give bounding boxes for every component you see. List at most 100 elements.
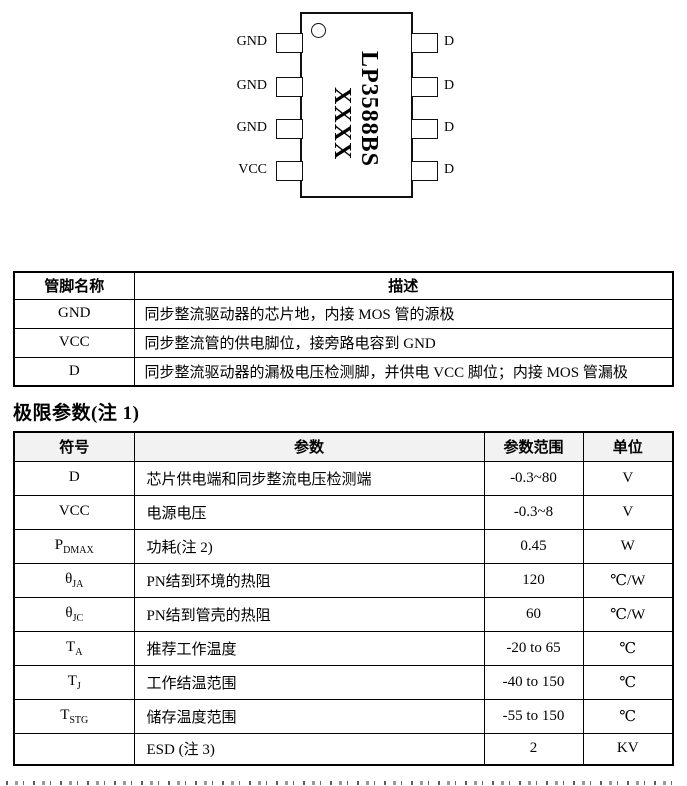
pin-label-d-2: D — [444, 78, 455, 93]
col-header-unit: 单位 — [582, 431, 674, 462]
range-cell: -20 to 65 — [483, 630, 584, 666]
pin-pad-right-2 — [411, 77, 438, 97]
unit-cell: V — [582, 460, 674, 496]
symbol-main: θ — [65, 604, 73, 621]
range-cell: 2 — [483, 732, 584, 766]
pin-description-table: 管脚名称 描述 GND 同步整流驱动器的芯片地，内接 MOS 管的源极 VCC … — [13, 271, 674, 387]
range-cell: -0.3~80 — [483, 460, 584, 496]
symbol-main: θ — [65, 570, 73, 587]
pin-pad-right-3 — [411, 119, 438, 139]
symbol-cell: D — [13, 460, 135, 496]
unit-cell: V — [582, 494, 674, 530]
symbol-cell — [13, 732, 135, 766]
col-header-range: 参数范围 — [483, 431, 584, 462]
symbol-sub: JA — [72, 578, 84, 590]
clipped-footnote-line — [6, 781, 681, 785]
table-row: D 芯片供电端和同步整流电压检测端 -0.3~80 V — [13, 460, 674, 496]
symbol-main: T — [67, 672, 77, 689]
pin-name-cell: VCC — [13, 327, 135, 358]
pin1-indicator-dot — [311, 23, 326, 38]
pin-label-d-4: D — [444, 162, 455, 177]
table-row: PDMAX 功耗(注 2) 0.45 W — [13, 528, 674, 564]
symbol-cell: TSTG — [13, 698, 135, 734]
pin-name-cell: GND — [13, 298, 135, 329]
table-row: GND 同步整流驱动器的芯片地，内接 MOS 管的源极 — [13, 298, 674, 329]
parameter-cell: 功耗(注 2) — [133, 528, 485, 564]
table-row: TA 推荐工作温度 -20 to 65 ℃ — [13, 630, 674, 666]
parameter-cell: 电源电压 — [133, 494, 485, 530]
range-cell: -0.3~8 — [483, 494, 584, 530]
table-header-row: 符号 参数 参数范围 单位 — [13, 431, 674, 462]
symbol-sub: DMAX — [63, 544, 94, 556]
table-row: TSTG 储存温度范围 -55 to 150 ℃ — [13, 698, 674, 734]
pin-label-gnd-2: GND — [236, 78, 267, 93]
unit-cell: ℃/W — [582, 596, 674, 632]
parameter-cell: 芯片供电端和同步整流电压检测端 — [133, 460, 485, 496]
section-title: 极限参数(注 1) — [13, 403, 140, 424]
table-row: θJA PN结到环境的热阻 120 ℃/W — [13, 562, 674, 598]
pin-pad-right-1 — [411, 33, 438, 53]
col-header-symbol: 符号 — [13, 431, 135, 462]
pin-label-vcc: VCC — [238, 162, 267, 177]
symbol-sub: J — [76, 680, 81, 692]
parameter-cell: PN结到环境的热阻 — [133, 562, 485, 598]
pin-label-d-3: D — [444, 120, 455, 135]
symbol-cell: TJ — [13, 664, 135, 700]
symbol-main: D — [68, 468, 80, 485]
symbol-main: VCC — [58, 502, 90, 519]
symbol-cell: PDMAX — [13, 528, 135, 564]
pin-pad-left-4 — [276, 161, 303, 181]
pin-pad-left-2 — [276, 77, 303, 97]
table-row: D 同步整流驱动器的漏极电压检测脚，并供电 VCC 脚位；内接 MOS 管漏极 — [13, 356, 674, 387]
table-row: θJC PN结到管壳的热阻 60 ℃/W — [13, 596, 674, 632]
parameter-cell: ESD (注 3) — [133, 732, 485, 766]
pin-desc-cell: 同步整流驱动器的漏极电压检测脚，并供电 VCC 脚位；内接 MOS 管漏极 — [133, 356, 674, 387]
pin-label-gnd-1: GND — [236, 34, 267, 49]
parameter-cell: 储存温度范围 — [133, 698, 485, 734]
parameter-cell: PN结到管壳的热阻 — [133, 596, 485, 632]
symbol-sub: STG — [69, 714, 89, 726]
unit-cell: ℃ — [582, 664, 674, 700]
pin-label-gnd-3: GND — [236, 120, 267, 135]
symbol-cell: θJA — [13, 562, 135, 598]
symbol-cell: TA — [13, 630, 135, 666]
pin-label-d-1: D — [444, 34, 455, 49]
range-cell: 0.45 — [483, 528, 584, 564]
pin-desc-cell: 同步整流驱动器的芯片地，内接 MOS 管的源极 — [133, 298, 674, 329]
table-row: ESD (注 3) 2 KV — [13, 732, 674, 766]
table-header-row: 管脚名称 描述 — [13, 271, 674, 300]
symbol-cell: VCC — [13, 494, 135, 530]
symbol-main: T — [60, 706, 70, 723]
unit-cell: W — [582, 528, 674, 564]
pin-pad-left-3 — [276, 119, 303, 139]
parameter-cell: 工作结温范围 — [133, 664, 485, 700]
range-cell: 120 — [483, 562, 584, 598]
symbol-sub: A — [75, 646, 83, 658]
range-cell: 60 — [483, 596, 584, 632]
symbol-sub: JC — [72, 612, 84, 624]
unit-cell: ℃/W — [582, 562, 674, 598]
unit-cell: ℃ — [582, 698, 674, 734]
table-row: TJ 工作结温范围 -40 to 150 ℃ — [13, 664, 674, 700]
col-header-description: 描述 — [133, 271, 674, 300]
chip-lot-code: XXXX — [329, 87, 355, 161]
symbol-cell: θJC — [13, 596, 135, 632]
col-header-pin-name: 管脚名称 — [13, 271, 135, 300]
pin-desc-cell: 同步整流管的供电脚位，接旁路电容到 GND — [133, 327, 674, 358]
unit-cell: ℃ — [582, 630, 674, 666]
parameter-cell: 推荐工作温度 — [133, 630, 485, 666]
pin-name-cell: D — [13, 356, 135, 387]
table-row: VCC 电源电压 -0.3~8 V — [13, 494, 674, 530]
pin-pad-left-1 — [276, 33, 303, 53]
chip-body: LP3588BS XXXX — [300, 12, 413, 198]
symbol-main: P — [54, 536, 64, 553]
chip-part-number: LP3588BS — [356, 51, 382, 168]
symbol-main: T — [66, 638, 76, 655]
col-header-parameter: 参数 — [133, 431, 485, 462]
table-row: VCC 同步整流管的供电脚位，接旁路电容到 GND — [13, 327, 674, 358]
range-cell: -40 to 150 — [483, 664, 584, 700]
absolute-maximum-ratings-table: 符号 参数 参数范围 单位 D 芯片供电端和同步整流电压检测端 -0.3~80 … — [13, 431, 674, 766]
pin-pad-right-4 — [411, 161, 438, 181]
range-cell: -55 to 150 — [483, 698, 584, 734]
